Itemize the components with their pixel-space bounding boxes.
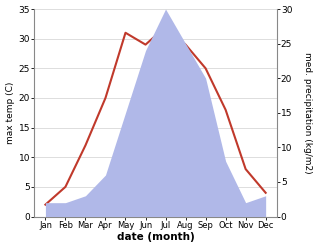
- X-axis label: date (month): date (month): [117, 232, 194, 243]
- Y-axis label: med. precipitation (kg/m2): med. precipitation (kg/m2): [303, 52, 313, 174]
- Y-axis label: max temp (C): max temp (C): [5, 82, 15, 144]
